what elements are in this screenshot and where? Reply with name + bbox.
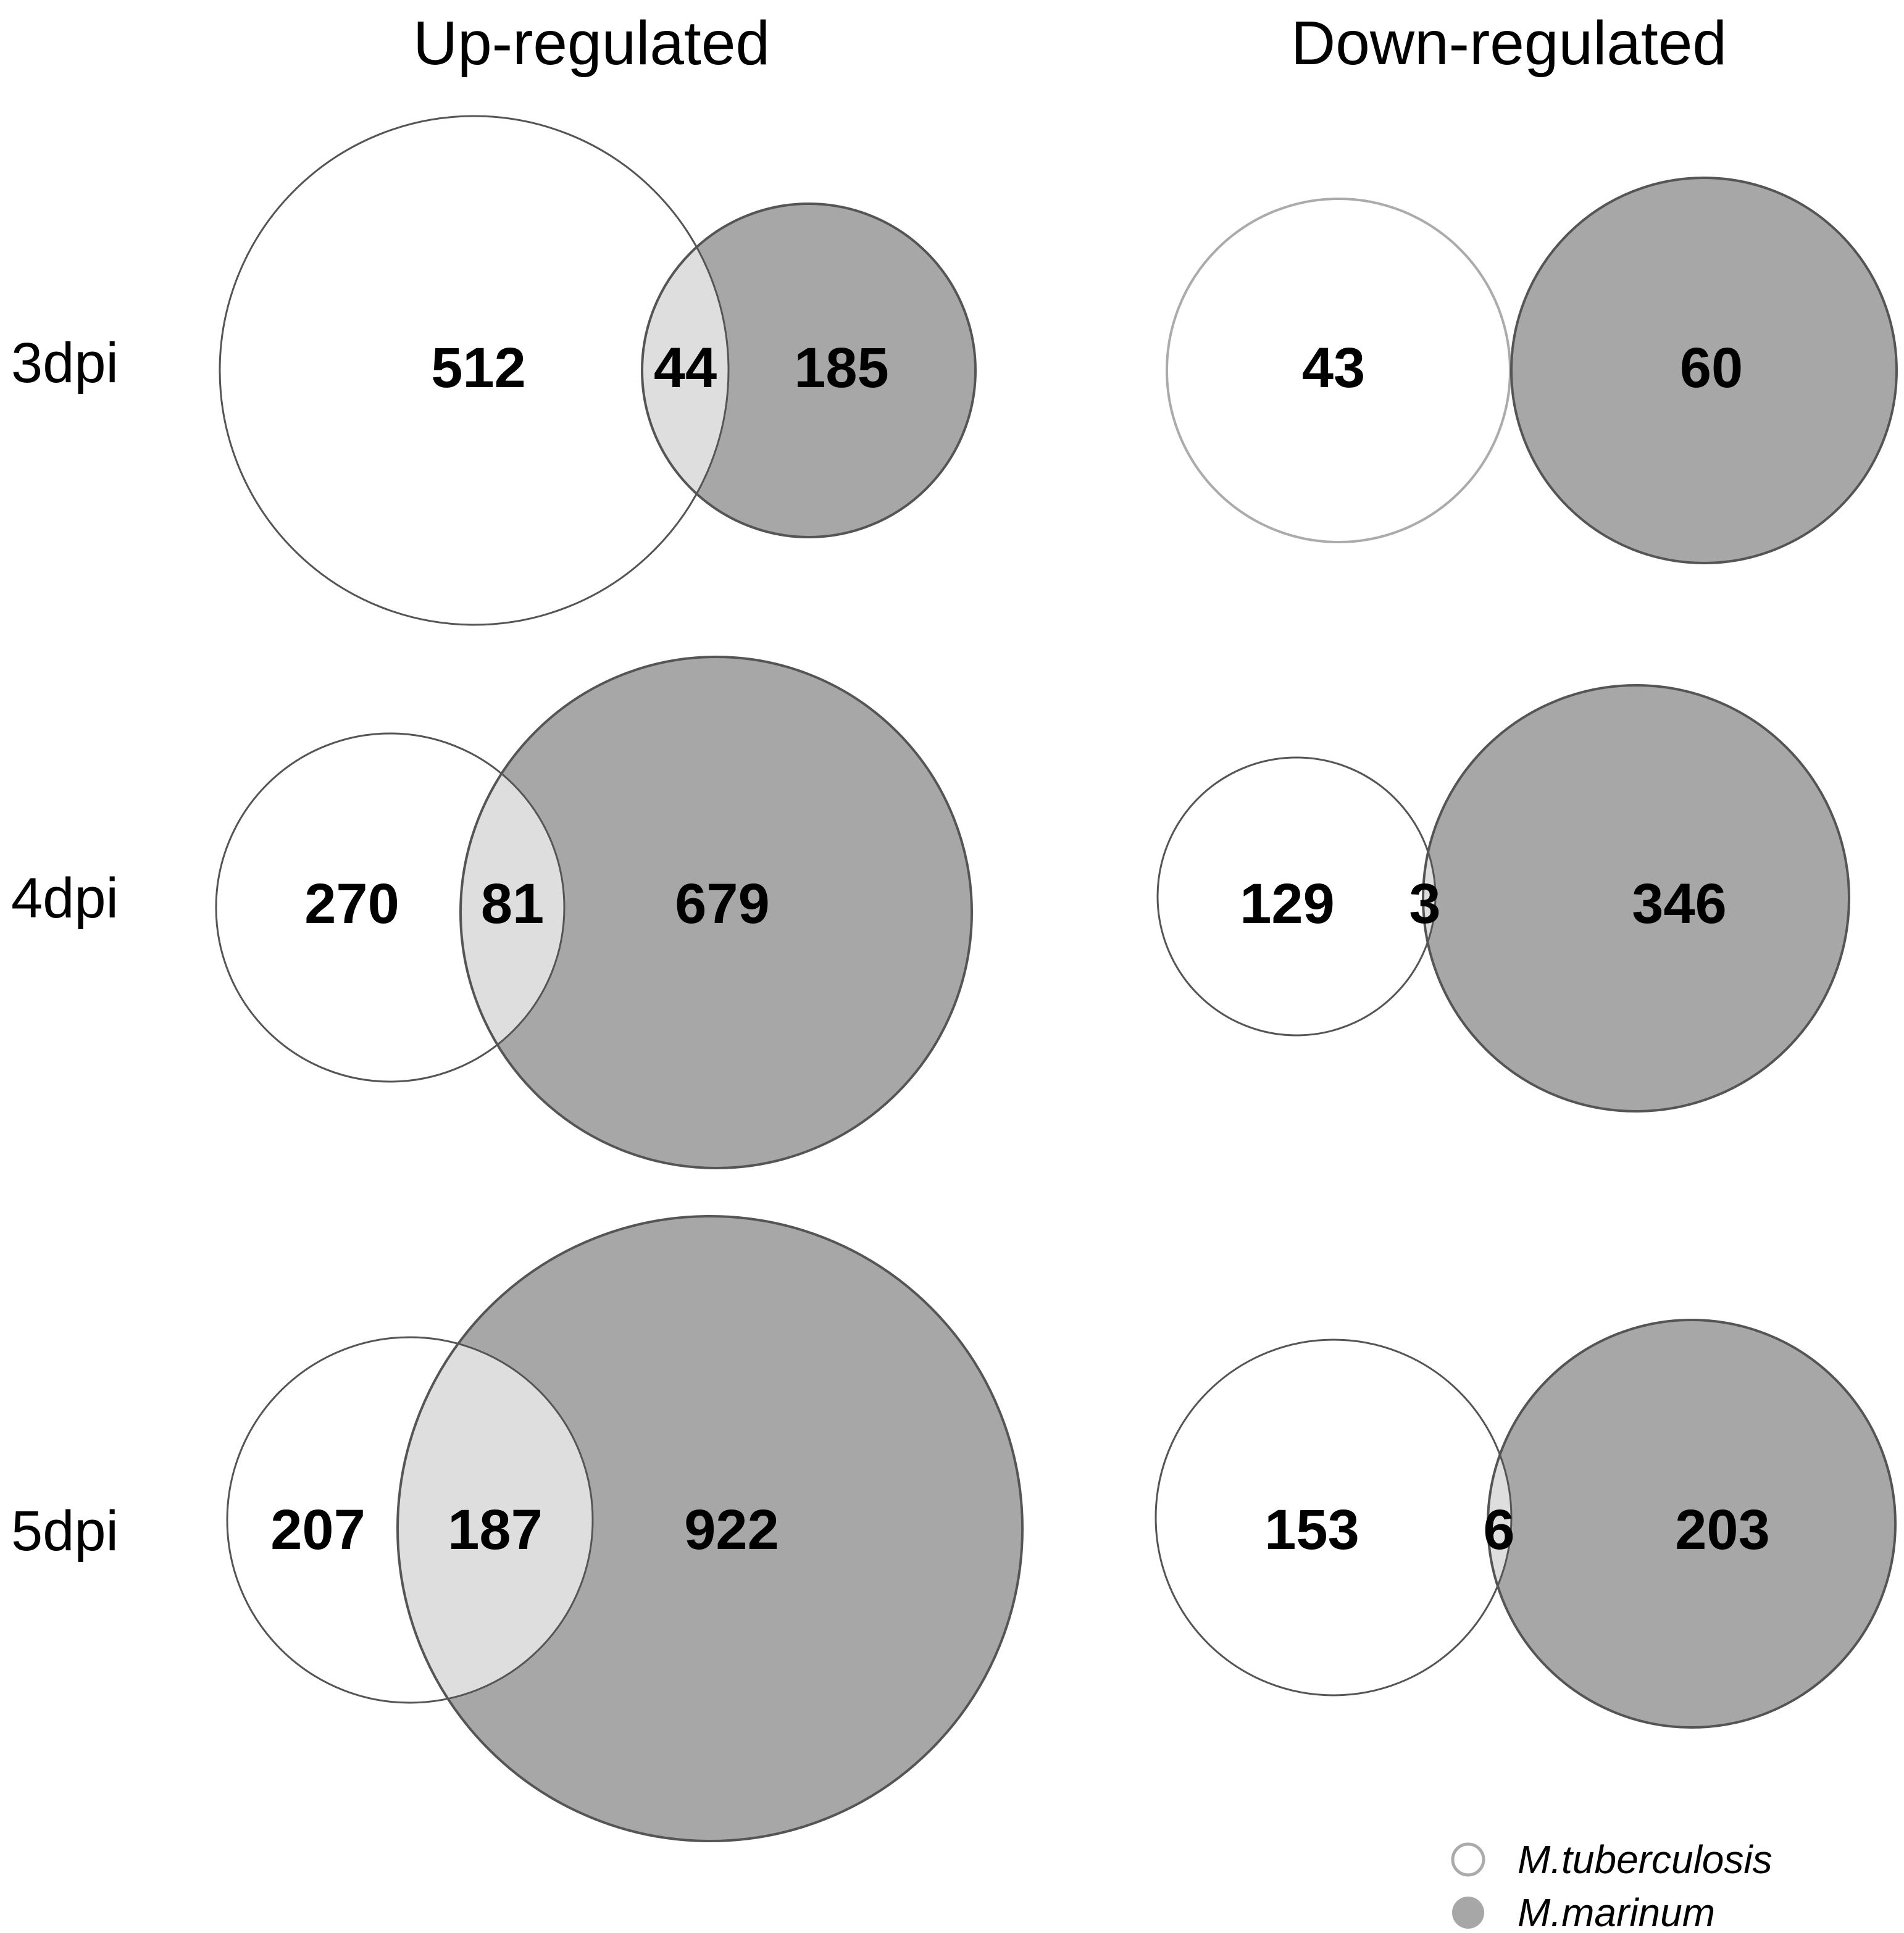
legend-marinum-swatch-icon [1452, 1897, 1484, 1929]
venn-4dpi-down-regulated: 129 3 346 [1156, 684, 1850, 1113]
legend: M.tuberculosis M.marinum [1451, 1837, 1772, 1933]
mtb-outline [219, 115, 730, 626]
marinum-outline [1510, 177, 1898, 564]
overlap-count: 3 [1409, 872, 1440, 935]
overlap-count: 81 [481, 872, 544, 935]
overlap-count: 187 [448, 1498, 543, 1561]
column-title-down: Down-regulated [1291, 9, 1727, 78]
mtb-only-count: 153 [1264, 1498, 1359, 1561]
overlap-count: 44 [654, 336, 717, 399]
marinum-circle [398, 1216, 1022, 1841]
marinum-outline [641, 202, 977, 538]
marinum-only-count: 203 [1675, 1498, 1770, 1561]
marinum-outline [1422, 684, 1850, 1113]
marinum-circle [1488, 1320, 1895, 1727]
marinum-outline [1487, 1319, 1897, 1729]
marinum-only-count: 346 [1632, 872, 1727, 935]
venn-5dpi-down-regulated: 153 6 203 [1155, 1319, 1897, 1729]
venn-3dpi-up-regulated: 512 44 185 [219, 115, 977, 626]
mtb-circle [220, 116, 729, 625]
mtb-only-count: 207 [270, 1498, 365, 1561]
venn-3dpi-down-regulated: 43 60 [1166, 177, 1898, 564]
mtb-outline [226, 1336, 594, 1704]
overlap-lens [398, 1337, 593, 1703]
marinum-outline [396, 1215, 1024, 1842]
marinum-only-count: 679 [675, 872, 770, 935]
mtb-circle [1156, 1340, 1511, 1695]
marinum-circle [1511, 178, 1897, 563]
marinum-circle [461, 657, 972, 1168]
legend-mtb-swatch-icon [1451, 1842, 1485, 1877]
venn-4dpi-up-regulated: 270 81 679 [215, 656, 973, 1169]
marinum-outline [459, 656, 973, 1169]
mtb-only-count: 129 [1240, 872, 1335, 935]
marinum-circle [1423, 685, 1849, 1111]
mtb-outline [1155, 1338, 1513, 1697]
mtb-circle [1158, 758, 1435, 1035]
row-label-5dpi: 5dpi [11, 1500, 119, 1563]
legend-marinum-label: M.marinum [1518, 1890, 1715, 1933]
mtb-only-count: 270 [304, 872, 399, 935]
mtb-only-count: 43 [1302, 336, 1365, 399]
marinum-only-count: 922 [684, 1498, 779, 1561]
mtb-circle [1167, 199, 1510, 542]
overlap-count: 6 [1483, 1498, 1514, 1561]
row-label-3dpi: 3dpi [11, 332, 119, 395]
venn-5dpi-up-regulated: 207 187 922 [226, 1215, 1024, 1842]
marinum-only-count: 185 [794, 336, 889, 399]
mtb-outline [1156, 756, 1437, 1037]
mtb-only-count: 512 [431, 336, 526, 399]
row-label-4dpi: 4dpi [11, 867, 119, 930]
mtb-outline [215, 732, 566, 1083]
marinum-circle [642, 204, 975, 537]
legend-mtb-label: M.tuberculosis [1518, 1837, 1772, 1882]
marinum-only-count: 60 [1680, 336, 1743, 399]
column-title-up: Up-regulated [413, 9, 770, 78]
